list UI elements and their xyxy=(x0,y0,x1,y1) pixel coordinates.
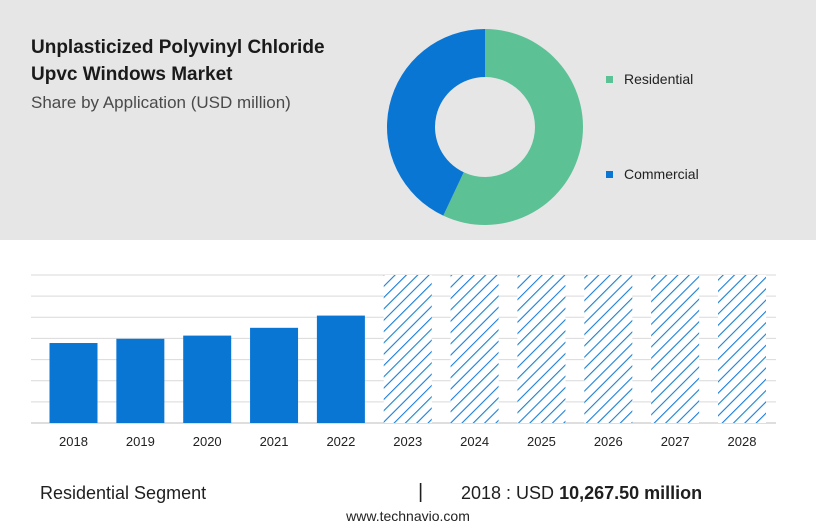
bar-2022 xyxy=(316,315,365,423)
legend-swatch-commercial xyxy=(606,170,613,178)
bar-2020 xyxy=(183,335,232,423)
donut-slice-residential xyxy=(443,29,583,225)
legend-label-residential: Residential xyxy=(624,71,694,87)
forecast-bar-2024 xyxy=(450,275,499,423)
bar-2021 xyxy=(250,327,299,423)
forecast-bar-2028 xyxy=(718,275,766,423)
footer-value-amount: 10,267.50 million xyxy=(559,483,703,503)
legend-label-commercial: Commercial xyxy=(624,166,699,182)
donut-chart xyxy=(387,29,583,225)
x-tick-label-2020: 2020 xyxy=(193,434,222,449)
x-tick-label-2022: 2022 xyxy=(326,434,355,449)
footer-value-prefix: 2018 : USD xyxy=(461,483,560,503)
legend-item-commercial: Commercial xyxy=(606,166,699,182)
title-line-2: Upvc Windows Market xyxy=(31,64,233,85)
x-tick-label-2026: 2026 xyxy=(594,434,623,449)
footer-url: www.technavio.com xyxy=(346,508,470,524)
x-tick-label-2027: 2027 xyxy=(661,434,690,449)
chart-title: Unplasticized Polyvinyl Chloride Upvc Wi… xyxy=(31,34,391,88)
legend-item-residential: Residential xyxy=(606,71,693,87)
x-tick-label-2019: 2019 xyxy=(126,434,155,449)
bar-2018 xyxy=(49,343,98,423)
x-tick-label-2023: 2023 xyxy=(393,434,422,449)
forecast-bar-2023 xyxy=(383,275,432,423)
bar-2019 xyxy=(116,338,165,423)
x-tick-label-2025: 2025 xyxy=(527,434,556,449)
forecast-bar-2027 xyxy=(651,275,700,423)
footer-segment-label: Residential Segment xyxy=(40,483,207,503)
chart-subtitle: Share by Application (USD million) xyxy=(31,93,291,112)
x-tick-label-2024: 2024 xyxy=(460,434,489,449)
x-tick-label-2028: 2028 xyxy=(728,434,757,449)
footer-value: 2018 : USD 10,267.50 million xyxy=(461,483,702,504)
legend-swatch-residential xyxy=(606,75,613,83)
footer-separator: | xyxy=(418,481,424,503)
forecast-bar-2025 xyxy=(517,275,566,423)
x-tick-label-2018: 2018 xyxy=(59,434,88,449)
bar-chart: 2018 2019 2020 2021 2022 2023 2024 2025 2026 2027… xyxy=(31,274,776,449)
x-tick-label-2021: 2021 xyxy=(260,434,289,449)
title-line-1: Unplasticized Polyvinyl Chloride xyxy=(31,37,325,58)
forecast-bar-2026 xyxy=(584,275,633,423)
donut-slice-commercial xyxy=(387,29,485,216)
